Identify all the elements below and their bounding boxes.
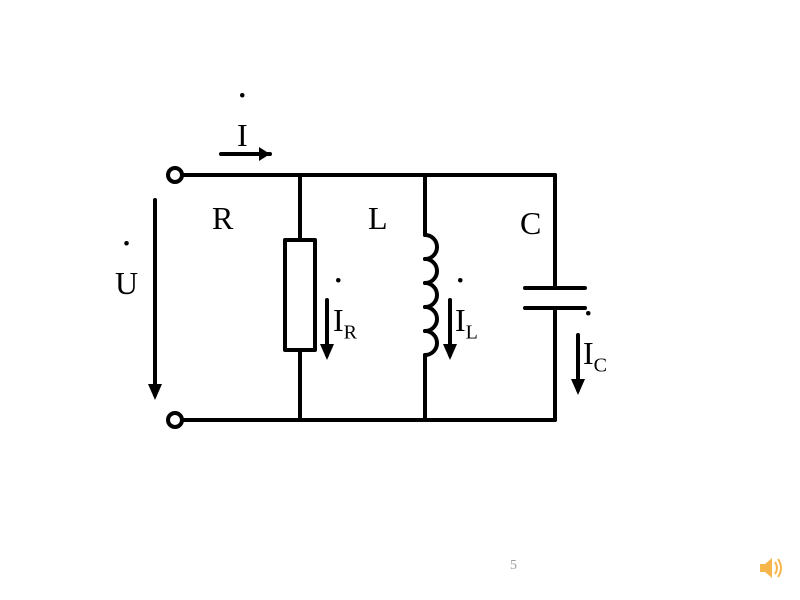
circuit-canvas: U I R L C IR IL IC 5 — [0, 0, 800, 600]
page-number: 5 — [510, 558, 517, 574]
terminal-top — [168, 168, 182, 182]
label-C: C — [520, 205, 541, 242]
label-L: L — [368, 200, 388, 237]
label-IC: IC — [583, 335, 607, 377]
label-IR: IR — [333, 302, 357, 344]
terminal-bottom — [168, 413, 182, 427]
speaker-icon — [760, 557, 786, 584]
label-U: U — [115, 265, 138, 302]
arrow-IR — [320, 300, 334, 360]
arrow-U — [148, 200, 162, 400]
label-IL: IL — [455, 302, 478, 344]
branch-R — [285, 175, 315, 420]
label-I: I — [237, 117, 248, 154]
branch-L — [425, 175, 437, 420]
label-R: R — [212, 200, 233, 237]
